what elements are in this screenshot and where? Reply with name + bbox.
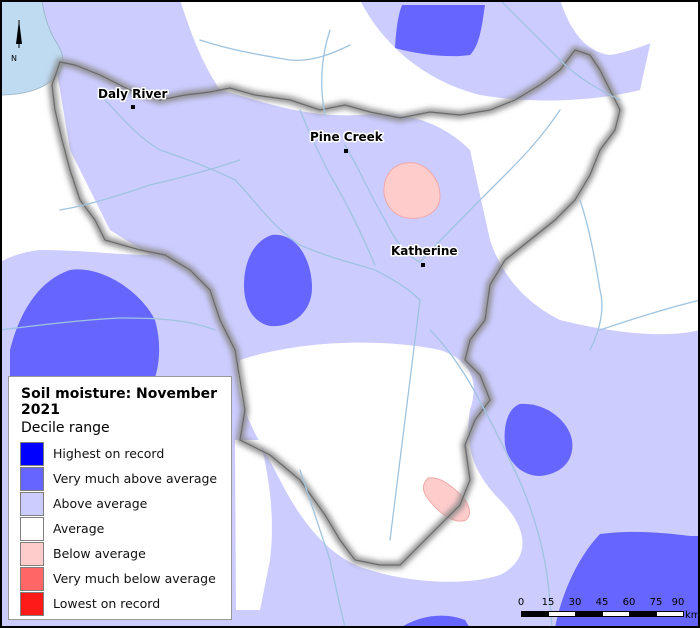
very-much-above-average-central — [244, 234, 312, 327]
north-arrow-label: N — [11, 54, 17, 63]
north-arrow: N — [11, 20, 22, 63]
legend-swatch — [20, 441, 44, 466]
very-much-above-average-north — [395, 5, 485, 57]
town-daly-river[interactable]: Daly River — [97, 86, 169, 109]
tributary-west — [59, 159, 241, 211]
river-top — [199, 39, 351, 61]
average-region-southwest — [235, 440, 272, 610]
scale-segment — [602, 611, 630, 617]
scale-tick: 60 — [622, 597, 636, 608]
average-region-northeast — [560, 0, 700, 55]
very-much-above-average-southeast — [555, 531, 700, 628]
below-average-pine-creek — [383, 162, 441, 219]
scale-tick: 75 — [649, 597, 663, 608]
river-south-west — [299, 469, 346, 628]
scale-tick: 15 — [541, 597, 555, 608]
scale-segment — [521, 611, 549, 617]
legend-label: Very much above average — [53, 471, 218, 486]
legend-item-below-average: Below average — [20, 541, 217, 566]
katherine-river — [419, 109, 561, 263]
town-katherine[interactable]: Katherine — [390, 243, 459, 267]
legend: Soil moisture: November 2021 Decile rang… — [8, 376, 232, 620]
legend-title: Soil moisture: November 2021 — [21, 386, 218, 418]
legend-label: Very much below average — [53, 571, 216, 586]
tributary-north — [299, 109, 376, 266]
legend-label: Lowest on record — [53, 596, 161, 611]
river-northeast — [499, 0, 621, 101]
river-west-lower — [0, 317, 216, 331]
very-much-above-average-west — [10, 269, 160, 390]
town-marker — [344, 149, 348, 153]
town-marker — [421, 263, 425, 267]
legend-item-very-much-below-average: Very much below average — [20, 566, 217, 591]
town-pine-creek[interactable]: Pine Creek — [309, 129, 385, 153]
average-region-west — [0, 40, 150, 262]
legend-label: Average — [53, 521, 105, 536]
scale-bar: 0 15 30 45 60 75 90 km — [517, 595, 700, 623]
river-east — [599, 299, 700, 331]
legend-label: Below average — [53, 546, 146, 561]
scale-segment — [575, 611, 603, 617]
legend-item-very-much-above-average: Very much above average — [20, 466, 217, 491]
scale-tick: 45 — [595, 597, 609, 608]
daly-river — [104, 99, 421, 301]
legend-swatch — [20, 516, 44, 541]
legend-label: Highest on record — [53, 446, 165, 461]
legend-swatch — [20, 591, 44, 616]
legend-swatch — [20, 566, 44, 591]
catchment-boundary — [51, 49, 621, 566]
legend-swatch — [20, 491, 44, 516]
scale-tick: 90 — [671, 597, 685, 608]
scale-unit: km — [685, 610, 700, 621]
tributary-southeast — [429, 329, 553, 628]
town-label: Daly River — [98, 87, 167, 101]
legend-swatch — [20, 541, 44, 566]
average-region-north — [180, 0, 700, 335]
legend-subtitle: Decile range — [21, 420, 110, 436]
town-label: Pine Creek — [310, 130, 384, 144]
river-east-2 — [579, 199, 603, 351]
average-region-south — [238, 342, 523, 582]
legend-swatch — [20, 466, 44, 491]
tributary-pine-creek — [344, 144, 421, 263]
scale-segment — [656, 611, 684, 617]
scale-segment — [548, 611, 576, 617]
very-much-above-average-south-edge — [400, 615, 470, 628]
scale-segment — [629, 611, 657, 617]
scale-tick: 0 — [517, 597, 525, 608]
legend-items: Highest on record Very much above averag… — [20, 441, 217, 616]
town-label: Katherine — [391, 244, 458, 258]
legend-label: Above average — [53, 496, 148, 511]
river-north-central — [321, 29, 331, 116]
scale-tick: 30 — [568, 597, 582, 608]
tributary-south — [389, 299, 421, 541]
legend-item-above-average: Above average — [20, 491, 217, 516]
very-much-above-average-east — [504, 403, 573, 476]
average-region-east — [596, 110, 700, 330]
town-marker — [131, 105, 135, 109]
legend-item-highest-on-record: Highest on record — [20, 441, 217, 466]
legend-item-average: Average — [20, 516, 217, 541]
legend-item-lowest-on-record: Lowest on record — [20, 591, 217, 616]
